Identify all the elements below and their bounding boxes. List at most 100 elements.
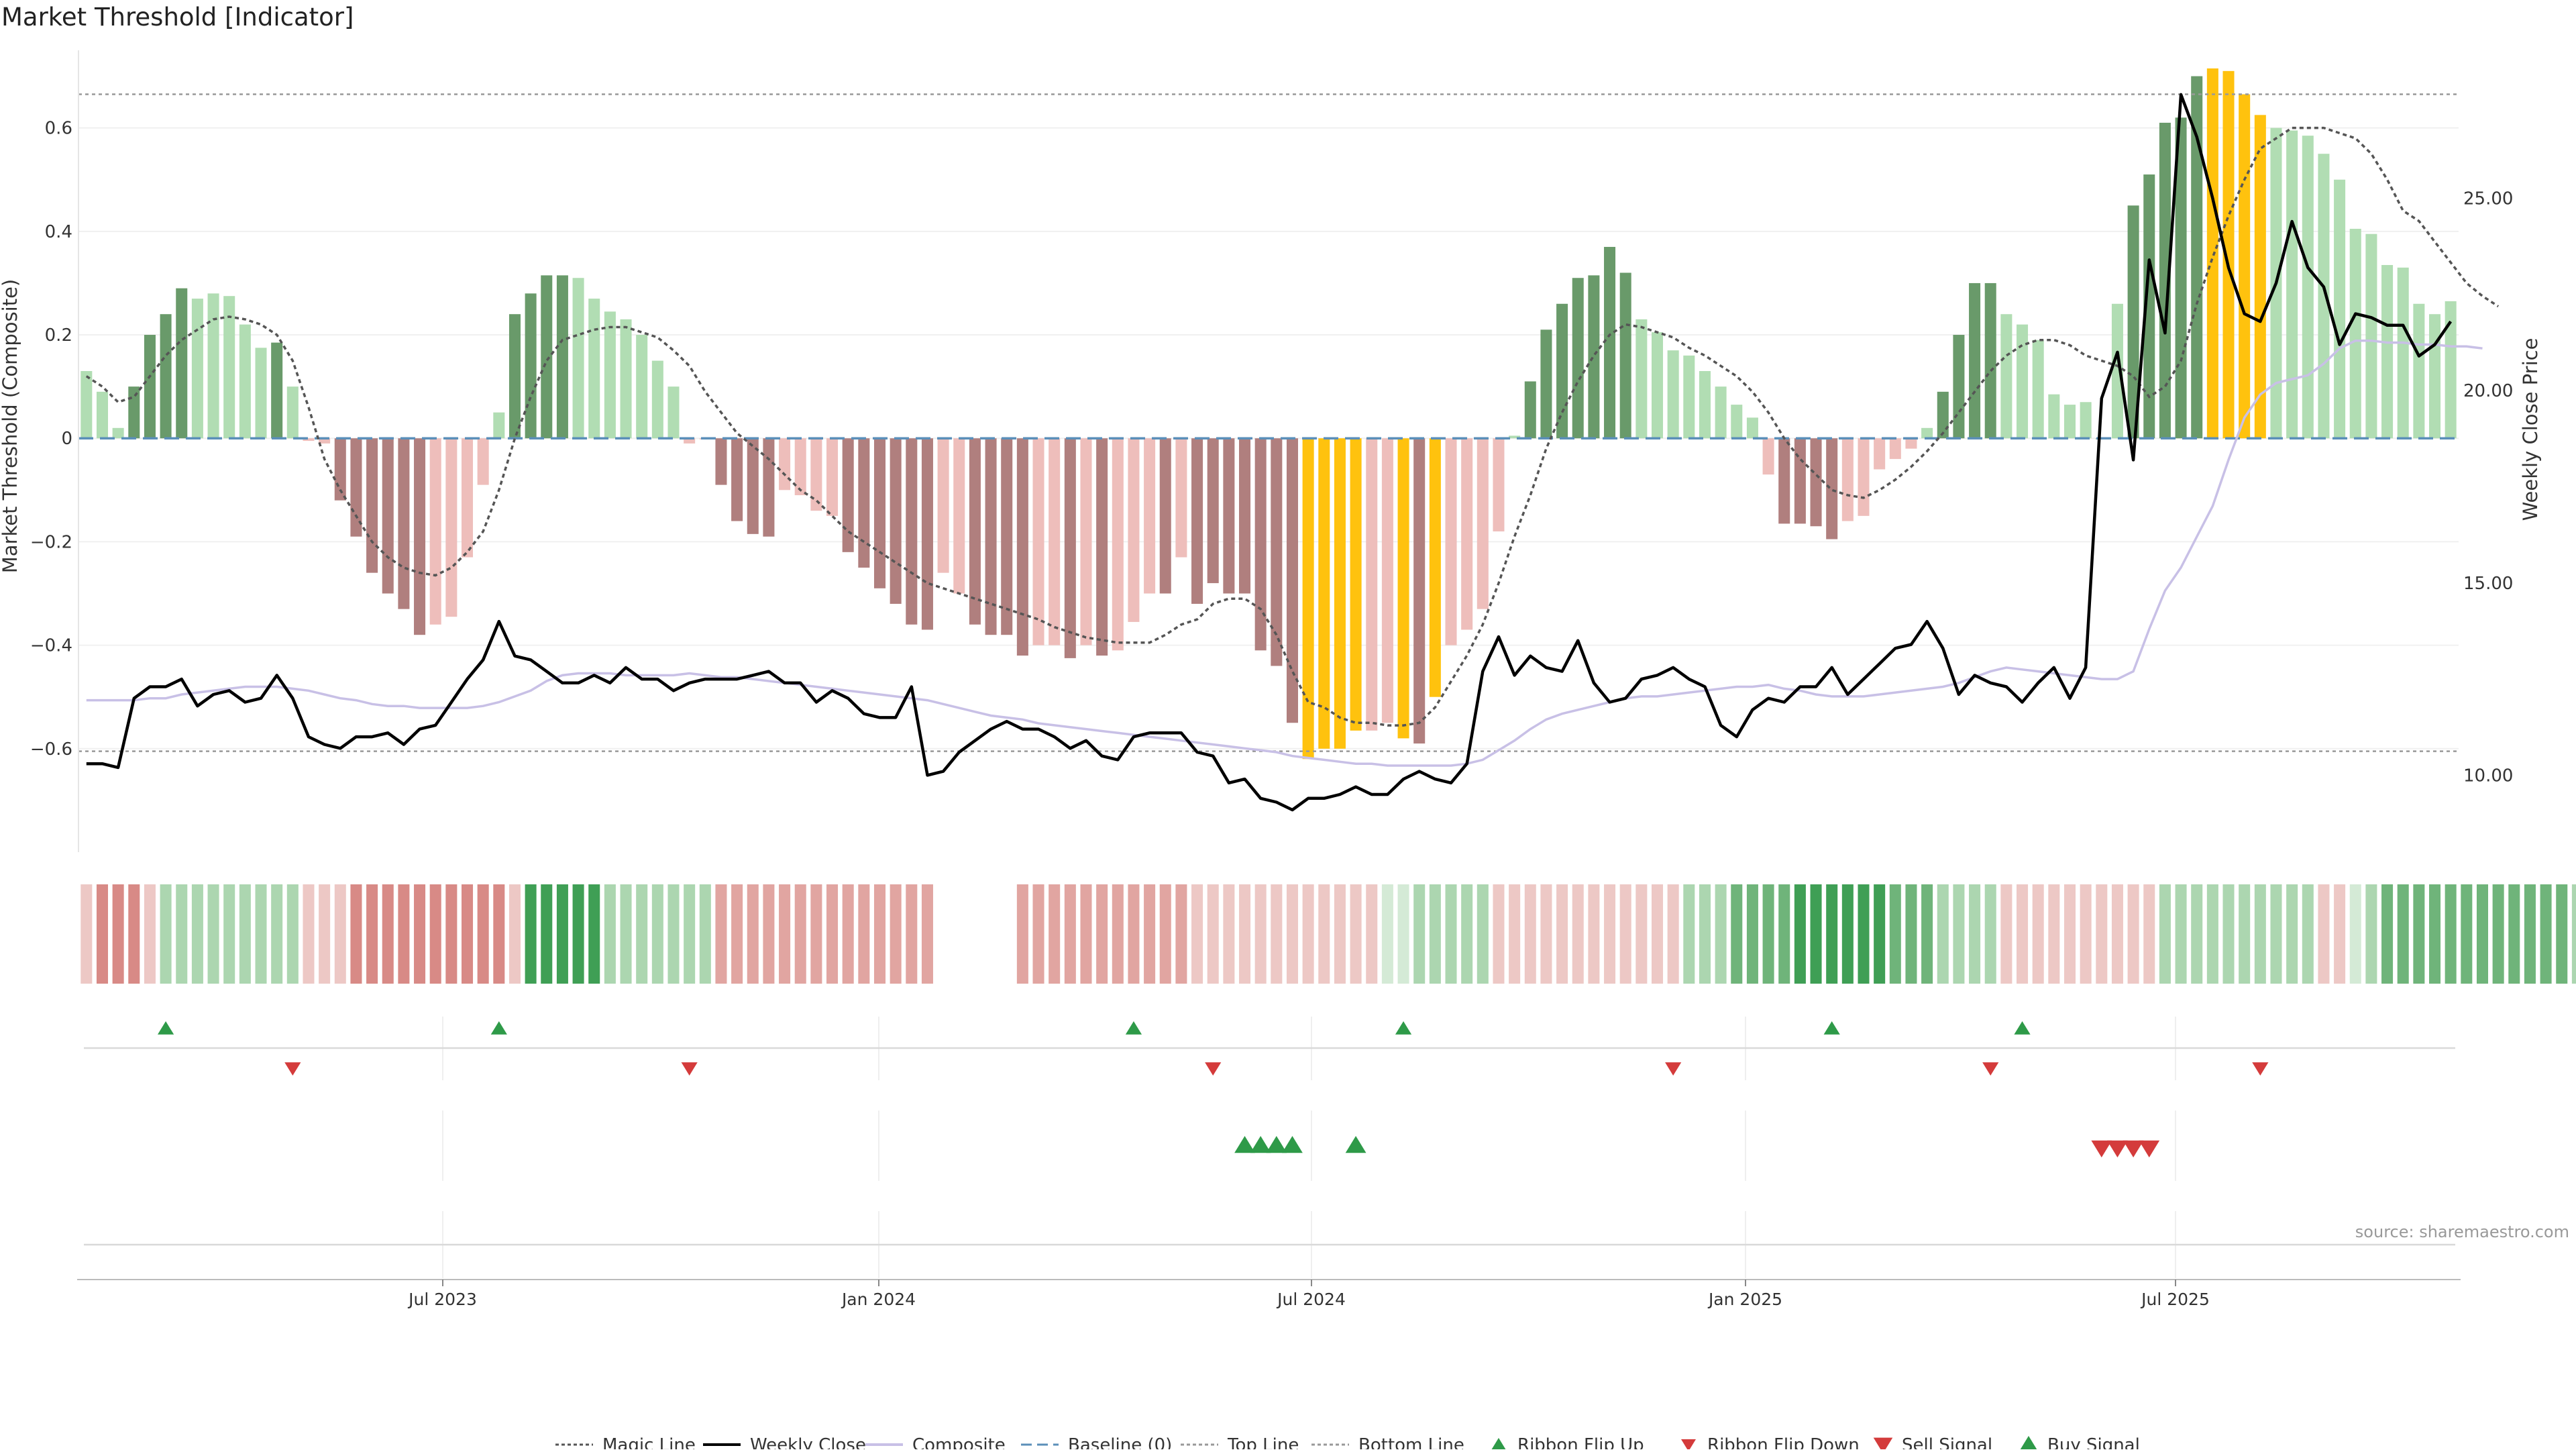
legend-swatch xyxy=(1491,1438,1506,1450)
ribbon-cell xyxy=(2302,884,2314,984)
ribbon-cell xyxy=(1509,884,1521,984)
composite-line xyxy=(86,339,2483,767)
legend-swatch xyxy=(1873,1437,1893,1452)
bar xyxy=(1477,438,1489,609)
bar xyxy=(1445,438,1457,645)
bar xyxy=(1254,438,1267,651)
bar xyxy=(620,319,632,439)
ribbon-cell xyxy=(382,884,394,984)
ribbon-cell xyxy=(651,884,663,984)
bar xyxy=(953,438,965,594)
bar xyxy=(1524,381,1536,439)
ribbon-cell xyxy=(2508,884,2520,984)
bar xyxy=(2334,179,2346,439)
ribbon-cell xyxy=(667,884,680,984)
ribbon-cell xyxy=(1953,884,1965,984)
bar xyxy=(1191,438,1203,604)
ribbon-cell xyxy=(80,884,93,984)
bar xyxy=(1366,438,1378,731)
ribbon-cell xyxy=(1350,884,1362,984)
ribbon-cell xyxy=(286,884,299,984)
ribbon-cell xyxy=(1239,884,1251,984)
bar xyxy=(1604,246,1616,439)
bar xyxy=(794,438,806,496)
bar xyxy=(445,438,458,617)
ribbon-cell xyxy=(1841,884,1854,984)
y-tick-label: 0 xyxy=(61,429,72,449)
ribbon-cell xyxy=(1477,884,1489,984)
ribbon-cell xyxy=(1271,884,1283,984)
ribbon-flip-up-marker xyxy=(1125,1021,1142,1035)
ribbon-cell xyxy=(2492,884,2504,984)
legend-label: Baseline (0) xyxy=(1068,1435,1172,1449)
bar xyxy=(1397,438,1409,739)
ribbon-cell xyxy=(2032,884,2044,984)
ribbon-cell xyxy=(794,884,806,984)
bar xyxy=(1588,275,1600,439)
sell-signal-marker xyxy=(2123,1140,2144,1157)
ribbon-cell xyxy=(1175,884,1187,984)
ribbon-cell xyxy=(921,884,933,984)
bar xyxy=(1334,438,1346,749)
ribbon-cell xyxy=(541,884,553,984)
bar xyxy=(731,438,743,521)
ribbon-flip-down-marker xyxy=(1205,1062,1222,1076)
ribbon-flip-up-marker xyxy=(2014,1021,2031,1035)
ribbon-cell xyxy=(1699,884,1711,984)
ribbon-cell xyxy=(2206,884,2218,984)
bar xyxy=(398,438,410,609)
ribbon-cell xyxy=(2365,884,2377,984)
bar xyxy=(2413,303,2425,439)
bar xyxy=(223,296,235,439)
bar xyxy=(1572,278,1584,439)
bar xyxy=(286,386,299,439)
ribbon-cell xyxy=(1715,884,1727,984)
bar xyxy=(1223,438,1235,594)
bar xyxy=(1841,438,1854,521)
bar xyxy=(588,299,600,439)
ribbon-cell xyxy=(2063,884,2076,984)
bar xyxy=(1826,438,1838,539)
ribbon-cell xyxy=(2159,884,2171,984)
ribbon-flip-down-marker xyxy=(681,1062,698,1076)
bar xyxy=(2397,267,2409,439)
ribbon-cell xyxy=(2349,884,2361,984)
ribbon-cell xyxy=(2413,884,2425,984)
bar xyxy=(1810,438,1822,527)
ribbon-cell xyxy=(731,884,743,984)
legend-label: Buy Signal xyxy=(2047,1435,2140,1449)
ribbon-cell xyxy=(890,884,902,984)
ribbon-cell xyxy=(1746,884,1758,984)
bar xyxy=(1699,371,1711,439)
ribbon-cell xyxy=(699,884,711,984)
bar xyxy=(525,293,537,439)
bar xyxy=(985,438,997,635)
bar xyxy=(2206,68,2218,439)
legend-label: Sell Signal xyxy=(1902,1435,1992,1449)
ribbon-cell xyxy=(112,884,124,984)
bar xyxy=(1064,438,1076,658)
ribbon-cell xyxy=(2270,884,2282,984)
bar xyxy=(921,438,933,630)
ribbon-cell xyxy=(2111,884,2123,984)
bar xyxy=(207,293,219,439)
ribbon-cell xyxy=(858,884,870,984)
bar xyxy=(1080,438,1092,645)
bar xyxy=(2063,405,2076,439)
bar xyxy=(1762,438,1774,475)
bar xyxy=(1984,282,1996,439)
ribbon-cell xyxy=(1493,884,1505,984)
bar xyxy=(1635,319,1648,439)
ribbon-cell xyxy=(1667,884,1679,984)
ribbon-cell xyxy=(1969,884,1981,984)
bar xyxy=(2048,394,2060,439)
bar xyxy=(271,342,283,439)
ribbon-cell xyxy=(1683,884,1695,984)
ribbon-cell xyxy=(2000,884,2012,984)
bar xyxy=(144,335,156,439)
ribbon-cell xyxy=(1556,884,1568,984)
bar xyxy=(1302,438,1314,760)
ribbon-cell xyxy=(1016,884,1028,984)
bar xyxy=(1144,438,1156,594)
legend-label: Bottom Line xyxy=(1358,1435,1464,1449)
